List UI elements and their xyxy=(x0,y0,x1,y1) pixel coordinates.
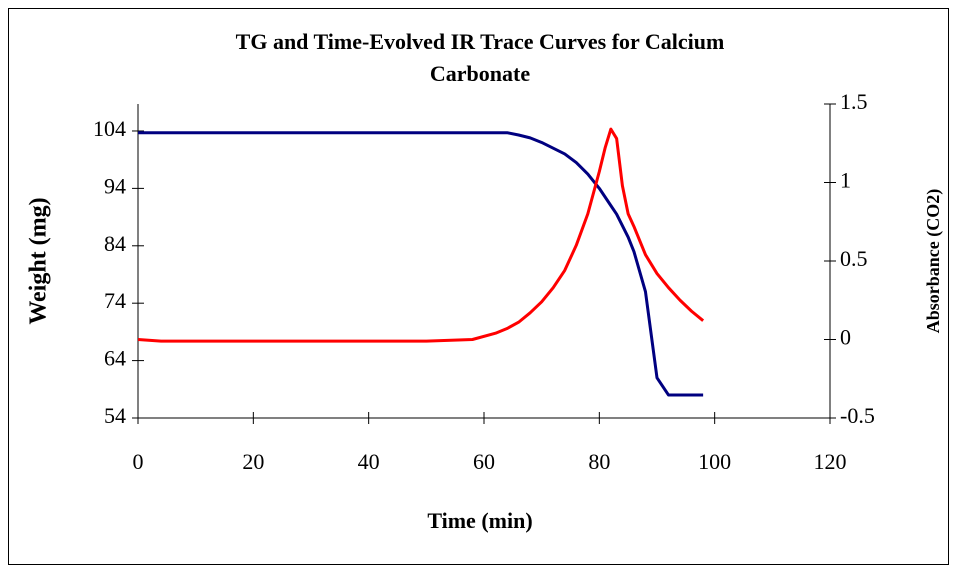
y2-axis-label: Absorbance (CO2) xyxy=(923,189,944,334)
y2-tick-label: -0.5 xyxy=(840,403,875,428)
y-axis-label: Weight (mg) xyxy=(26,197,52,324)
chart-border xyxy=(8,8,949,565)
y-tick-label: 84 xyxy=(104,231,126,256)
chart-title: TG and Time-Evolved IR Trace Curves for … xyxy=(235,29,725,86)
y-tick-label: 74 xyxy=(104,288,126,313)
y2-tick-label: 0.5 xyxy=(840,246,868,271)
y-tick-label: 94 xyxy=(104,173,126,198)
series-line xyxy=(137,127,705,343)
x-tick-label: 60 xyxy=(473,449,495,474)
y-tick-label: 64 xyxy=(104,346,126,371)
x-tick-label: 20 xyxy=(242,449,264,474)
x-axis-label: Time (min) xyxy=(427,508,532,533)
series-line xyxy=(138,131,704,397)
x-tick-label: 0 xyxy=(133,449,144,474)
x-tick-label: 40 xyxy=(358,449,380,474)
y2-tick-label: 1.5 xyxy=(840,89,868,114)
y-tick-label: 104 xyxy=(93,116,126,141)
y2-tick-label: 0 xyxy=(840,325,851,350)
x-tick-label: 100 xyxy=(698,449,731,474)
y2-tick-label: 1 xyxy=(840,168,851,193)
y-tick-label: 54 xyxy=(104,403,126,428)
x-tick-label: 120 xyxy=(814,449,847,474)
x-tick-label: 80 xyxy=(588,449,610,474)
